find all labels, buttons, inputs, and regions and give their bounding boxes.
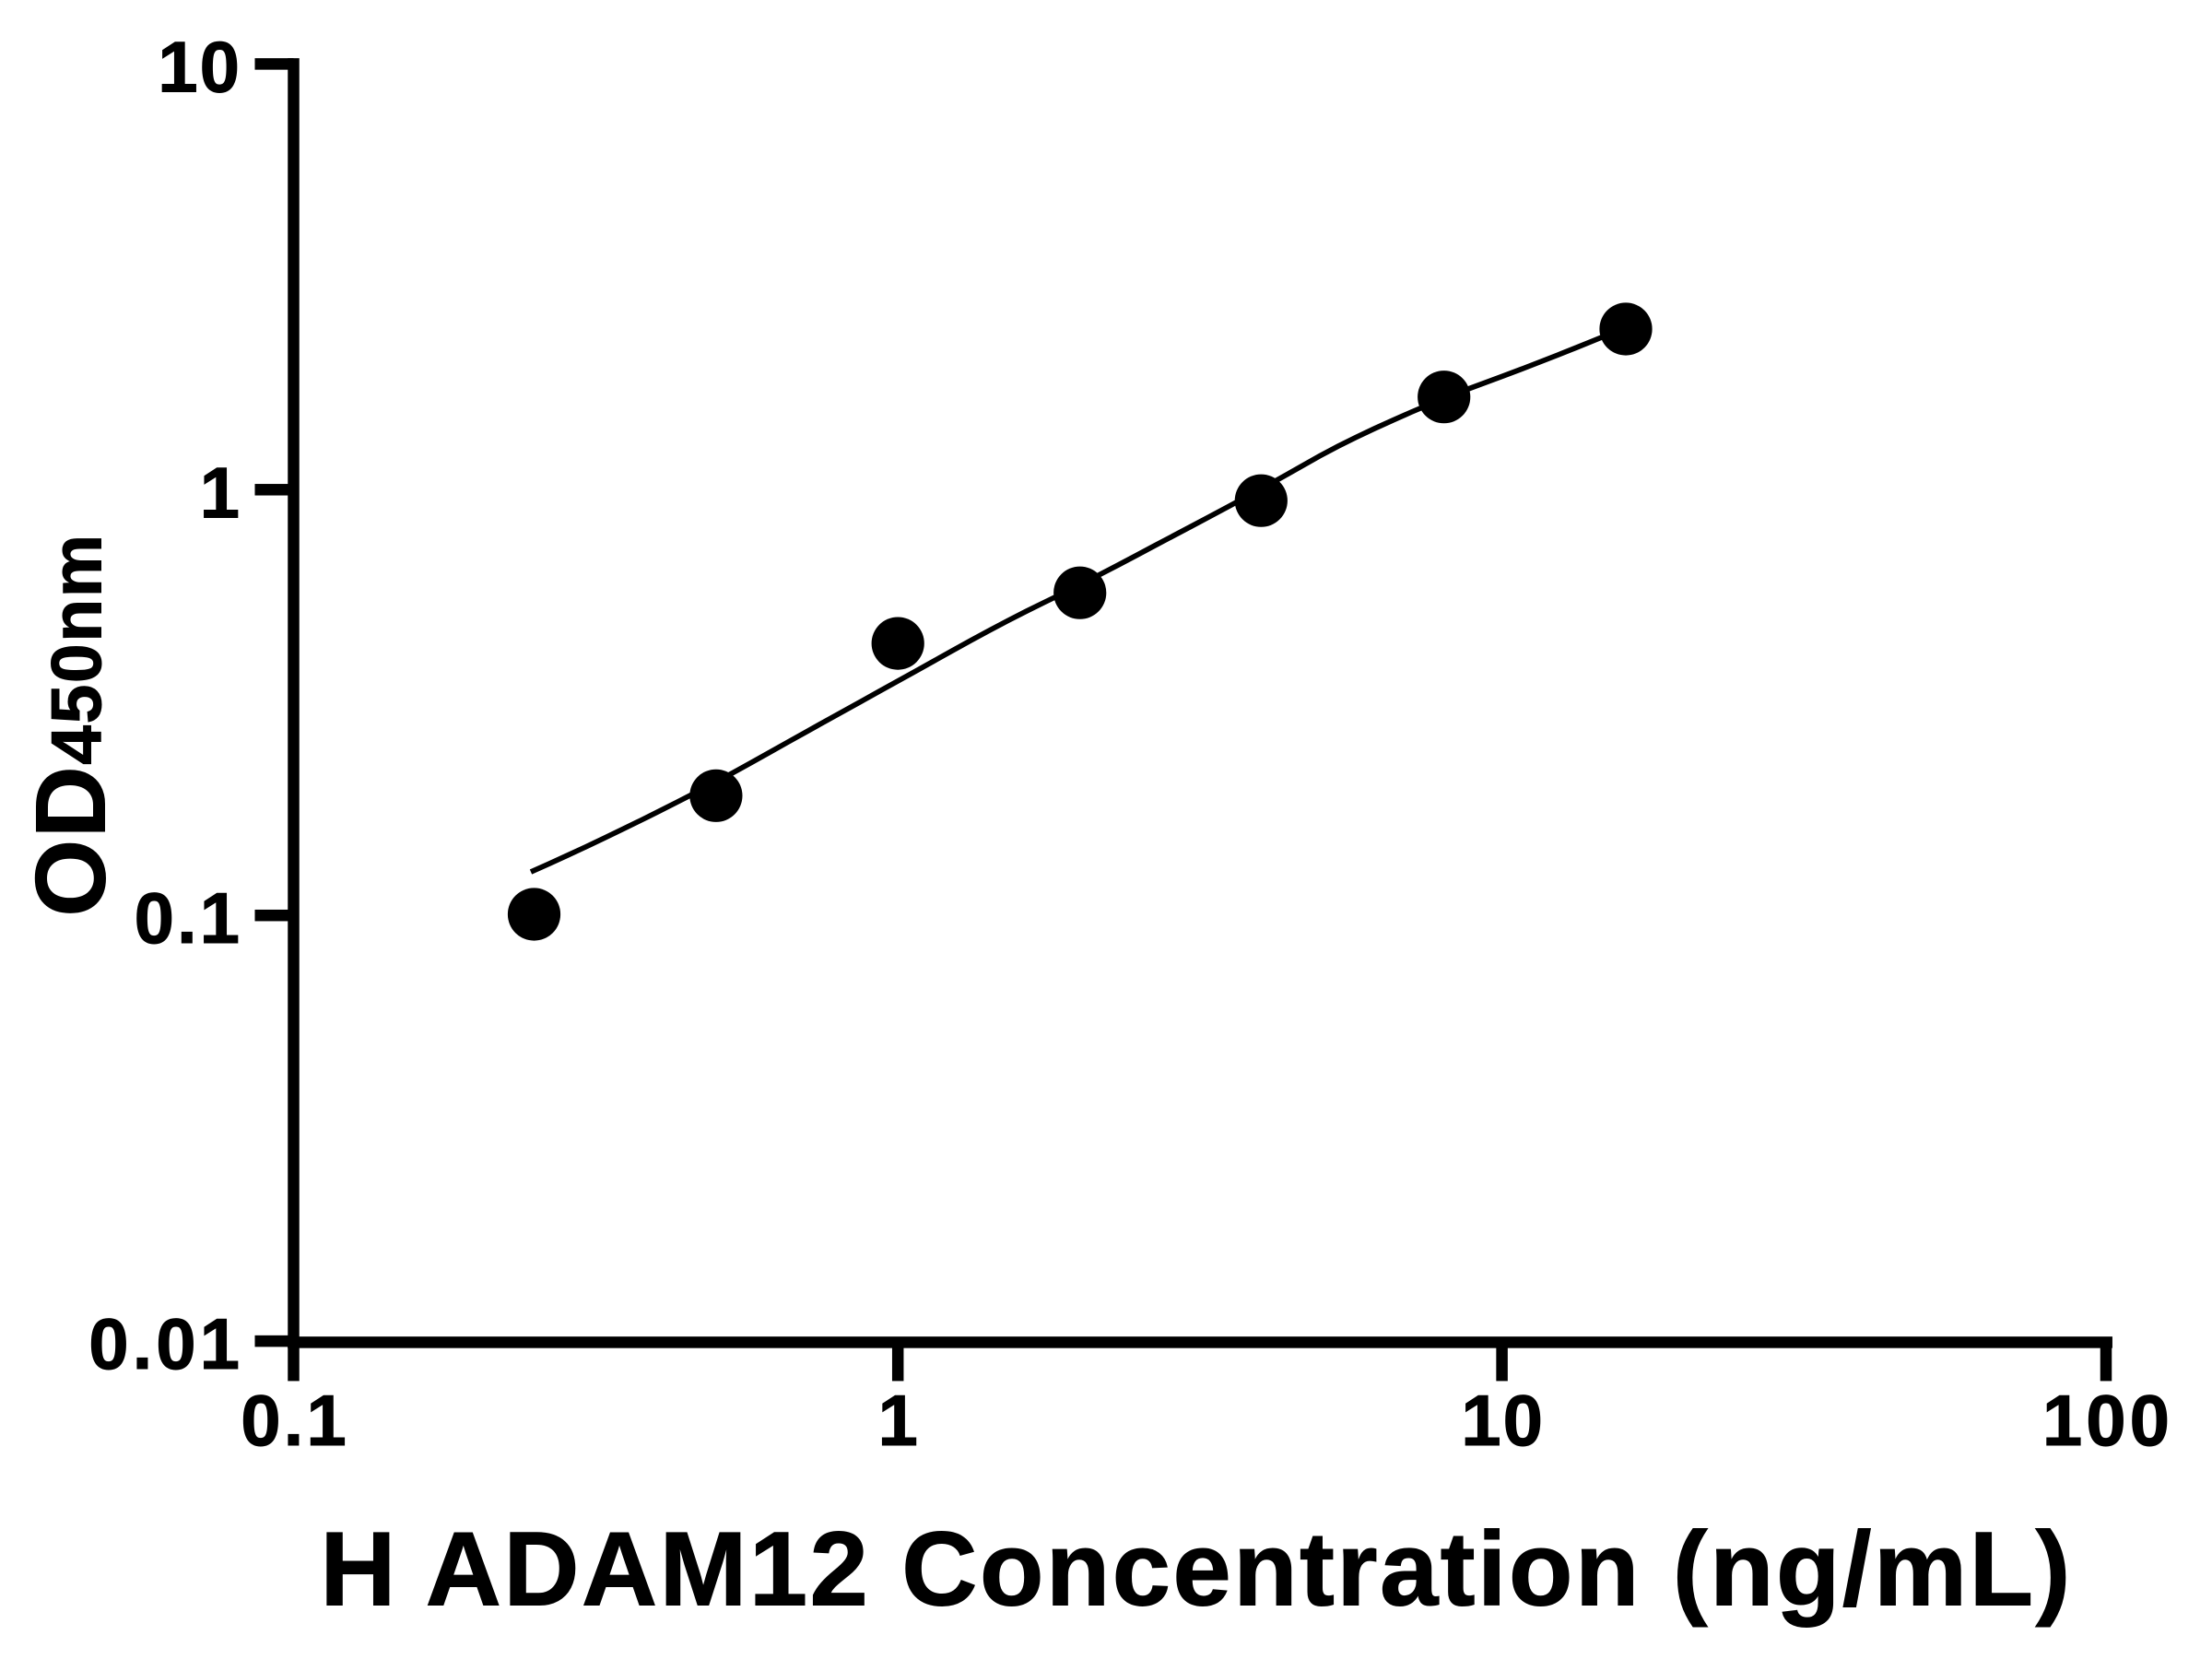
svg-text:0.1: 0.1 bbox=[135, 877, 242, 959]
svg-text:OD450nm: OD450nm bbox=[15, 533, 126, 916]
svg-text:1: 1 bbox=[200, 452, 240, 533]
svg-text:10: 10 bbox=[1461, 1380, 1545, 1461]
svg-text:0.01: 0.01 bbox=[88, 1303, 243, 1384]
svg-text:H ADAM12 Concentration (ng/mL): H ADAM12 Concentration (ng/mL) bbox=[320, 1512, 2072, 1629]
svg-text:0.1: 0.1 bbox=[241, 1380, 348, 1461]
svg-text:1: 1 bbox=[878, 1380, 918, 1461]
svg-text:100: 100 bbox=[2042, 1380, 2173, 1461]
svg-text:10: 10 bbox=[158, 26, 241, 107]
